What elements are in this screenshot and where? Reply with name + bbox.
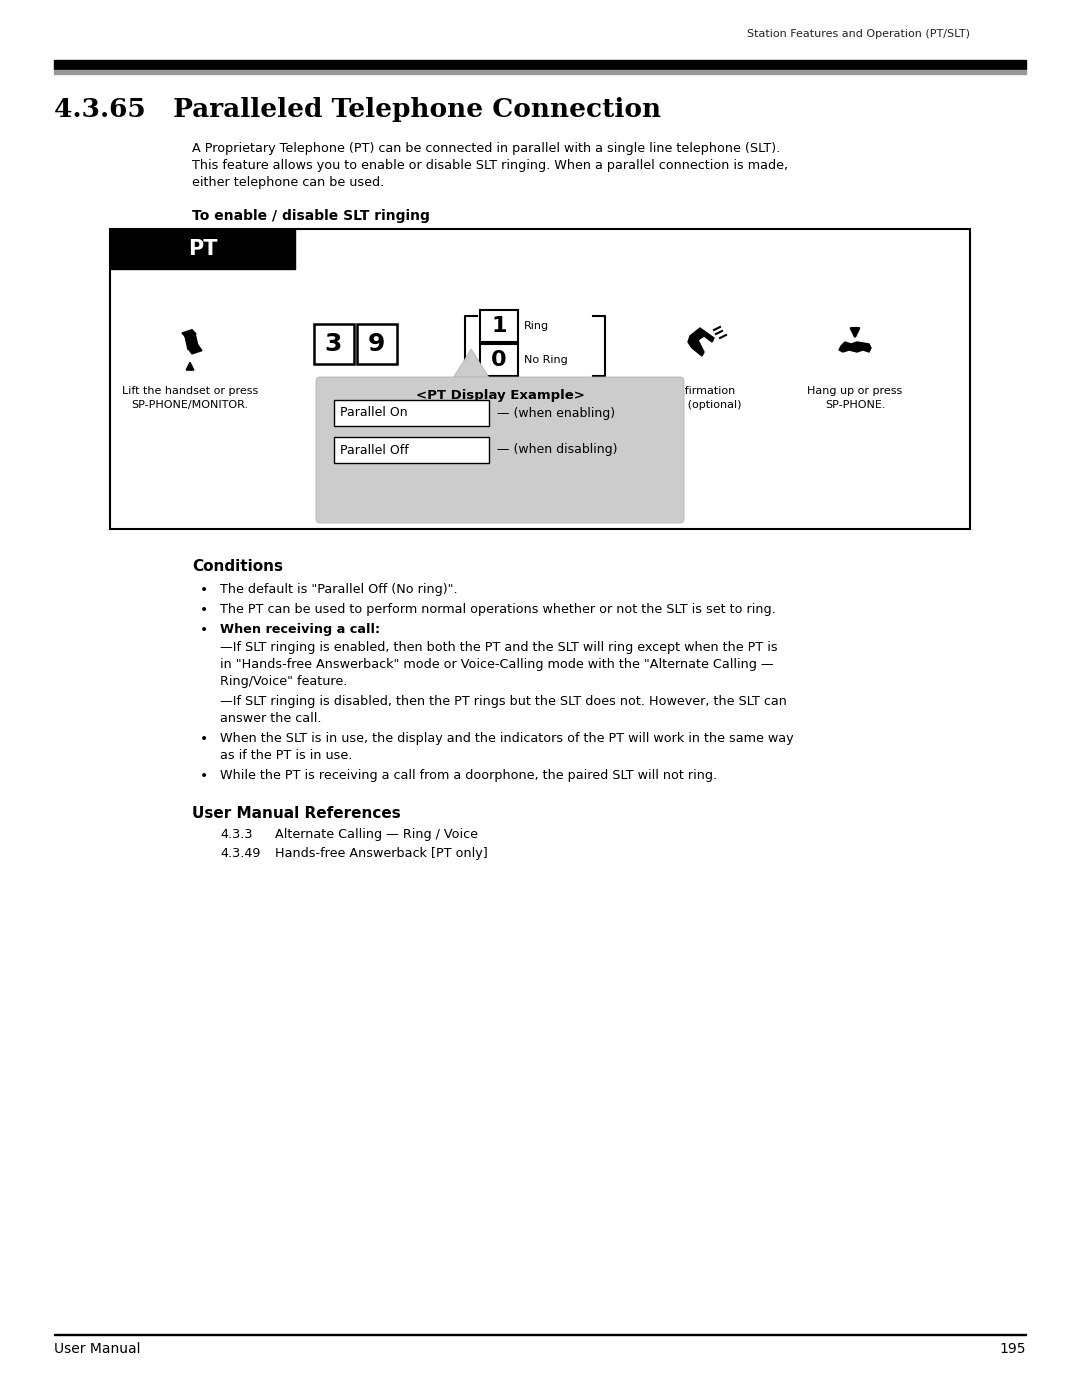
Text: .: . (648, 400, 651, 409)
Text: For Ring mode: Dial: For Ring mode: Dial (525, 386, 638, 395)
Text: Confirmation: Confirmation (664, 386, 737, 395)
Text: Conditions: Conditions (192, 559, 283, 574)
Bar (334, 437, 489, 462)
Text: Hands-free Answerback [PT only]: Hands-free Answerback [PT only] (275, 847, 488, 861)
Text: User Manual: User Manual (54, 1343, 140, 1356)
Bar (54, 70, 1026, 74)
Text: 0: 0 (491, 351, 507, 370)
Bar (54, 1334, 1026, 1336)
Text: No Ring: No Ring (524, 355, 568, 365)
Text: SP-PHONE/MONITOR.: SP-PHONE/MONITOR. (132, 400, 248, 409)
Text: When receiving a call:: When receiving a call: (220, 623, 380, 636)
Bar (110, 229, 970, 529)
Text: SP-PHONE.: SP-PHONE. (825, 400, 886, 409)
Text: 39: 39 (355, 386, 370, 395)
Polygon shape (185, 332, 198, 349)
Text: Ring/Voice" feature.: Ring/Voice" feature. (220, 675, 348, 687)
Text: When the SLT is in use, the display and the indicators of the PT will work in th: When the SLT is in use, the display and … (220, 732, 794, 745)
Text: 1: 1 (622, 386, 630, 395)
Text: .: . (629, 386, 633, 395)
Bar (480, 310, 518, 342)
Text: <PT Display Example>: <PT Display Example> (416, 388, 584, 402)
Bar (313, 324, 353, 365)
Text: User Manual References: User Manual References (192, 806, 401, 821)
Text: Dial: Dial (329, 386, 355, 395)
FancyBboxPatch shape (316, 377, 684, 522)
Text: 3: 3 (325, 332, 342, 356)
Text: 195: 195 (999, 1343, 1026, 1356)
Polygon shape (839, 342, 870, 352)
Text: Parallel On: Parallel On (340, 407, 411, 419)
Text: •: • (200, 604, 208, 617)
Polygon shape (183, 330, 195, 338)
Text: This feature allows you to enable or disable SLT ringing. When a parallel connec: This feature allows you to enable or dis… (192, 159, 788, 172)
Text: To enable / disable SLT ringing: To enable / disable SLT ringing (192, 210, 430, 224)
Text: A Proprietary Telephone (PT) can be connected in parallel with a single line tel: A Proprietary Telephone (PT) can be conn… (192, 142, 780, 155)
Text: 4.3.65   Paralleled Telephone Connection: 4.3.65 Paralleled Telephone Connection (54, 96, 661, 122)
Text: — (when enabling): — (when enabling) (497, 407, 616, 419)
Text: Hang up or press: Hang up or press (808, 386, 903, 395)
Text: .: . (368, 386, 372, 395)
Text: in "Hands-free Answerback" mode or Voice-Calling mode with the "Alternate Callin: in "Hands-free Answerback" mode or Voice… (220, 658, 773, 671)
Text: Ring: Ring (524, 321, 549, 331)
Text: PT: PT (188, 239, 217, 258)
Text: Alternate Calling — Ring / Voice: Alternate Calling — Ring / Voice (275, 828, 478, 841)
Text: Lift the handset or press: Lift the handset or press (122, 386, 258, 395)
Text: 4.3.49: 4.3.49 (220, 847, 260, 861)
Polygon shape (688, 328, 714, 356)
Text: 9: 9 (368, 332, 386, 356)
Text: 1: 1 (491, 316, 507, 337)
Text: Parallel Off: Parallel Off (340, 443, 408, 457)
Text: For No Ring mode: Dial: For No Ring mode: Dial (525, 400, 657, 409)
Text: While the PT is receiving a call from a doorphone, the paired SLT will not ring.: While the PT is receiving a call from a … (220, 768, 717, 782)
Text: —If SLT ringing is disabled, then the PT rings but the SLT does not. However, th: —If SLT ringing is disabled, then the PT… (220, 694, 787, 708)
Bar (334, 400, 489, 426)
Bar (54, 60, 1026, 68)
Text: The PT can be used to perform normal operations whether or not the SLT is set to: The PT can be used to perform normal ope… (220, 604, 775, 616)
Bar (356, 324, 396, 365)
Text: tone (optional): tone (optional) (659, 400, 741, 409)
Polygon shape (451, 349, 491, 381)
Bar (110, 229, 295, 270)
Text: — (when disabling): — (when disabling) (497, 443, 618, 457)
Text: •: • (200, 623, 208, 637)
Polygon shape (188, 345, 202, 353)
Text: •: • (200, 583, 208, 597)
Text: answer the call.: answer the call. (220, 712, 322, 725)
Text: 0: 0 (642, 400, 649, 409)
Text: Station Features and Operation (PT/SLT): Station Features and Operation (PT/SLT) (747, 29, 970, 39)
Text: 4.3.3: 4.3.3 (220, 828, 253, 841)
Text: as if the PT is in use.: as if the PT is in use. (220, 749, 352, 761)
Text: either telephone can be used.: either telephone can be used. (192, 176, 384, 189)
Text: —If SLT ringing is enabled, then both the PT and the SLT will ring except when t: —If SLT ringing is enabled, then both th… (220, 641, 778, 654)
Bar (480, 344, 518, 376)
Text: The default is "Parallel Off (No ring)".: The default is "Parallel Off (No ring)". (220, 583, 458, 597)
Text: •: • (200, 768, 208, 782)
Text: •: • (200, 732, 208, 746)
